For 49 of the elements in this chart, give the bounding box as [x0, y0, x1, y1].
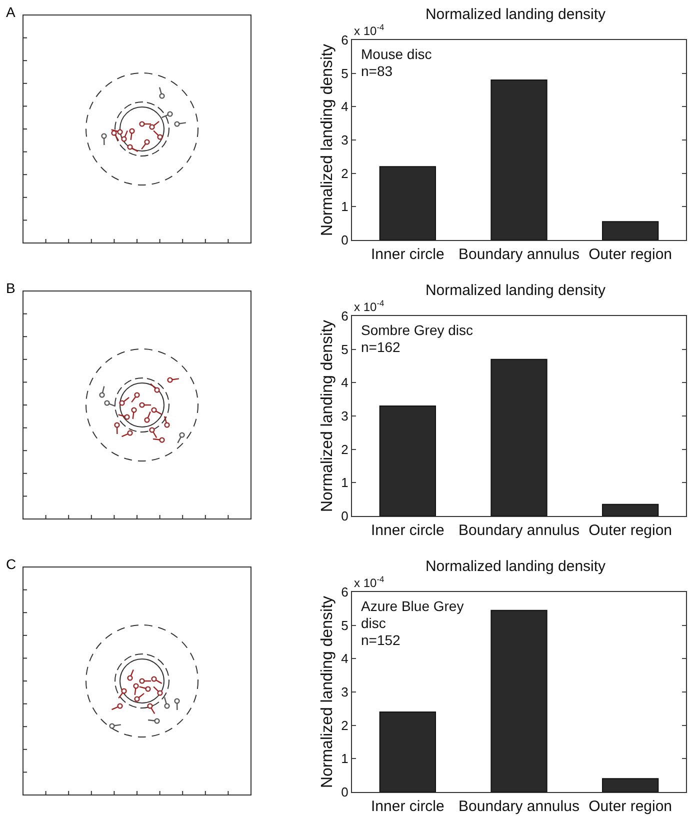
y-tick-label: 4 [341, 651, 348, 666]
y-tick-label: 5 [341, 618, 348, 633]
text: C [6, 556, 16, 572]
y-tick-label: 3 [341, 132, 348, 148]
y-tick-label: 1 [341, 751, 348, 766]
y-tick-label: 0 [341, 508, 348, 524]
y-tick-label: 5 [341, 342, 348, 357]
text: B [6, 280, 16, 296]
y-tick-label: 6 [341, 32, 348, 48]
x-tick-label: Outer region [588, 522, 672, 539]
y-axis-title: Normalized landing density [319, 320, 336, 512]
y-tick-label: 0 [341, 784, 348, 800]
annotation: Sombre Grey disc [361, 322, 474, 338]
chart-title: Normalized landing density [425, 558, 606, 575]
annotation: n=83 [361, 63, 393, 79]
text: x 10$^{-4}$ [354, 574, 384, 590]
annotation: n=152 [361, 632, 401, 648]
x-tick-label: Outer region [588, 246, 672, 263]
y-tick-label: 5 [341, 66, 348, 81]
x-tick-label: Boundary annulus [458, 798, 580, 815]
y-axis-title: Normalized landing density [319, 44, 336, 236]
y-tick-label: 3 [341, 684, 348, 700]
x-tick-label: Boundary annulus [458, 246, 580, 263]
text: x 10$^{-4}$ [354, 22, 384, 38]
y-tick-label: 1 [341, 199, 348, 214]
annotation: disc [361, 615, 386, 631]
y-tick-label: 3 [341, 408, 348, 424]
y-tick-label: 6 [341, 584, 348, 600]
x-tick-label: Boundary annulus [458, 522, 580, 539]
text: A [6, 4, 16, 20]
y-tick-label: 4 [341, 375, 348, 390]
y-tick-label: 4 [341, 99, 348, 114]
annotation: n=162 [361, 339, 401, 355]
chart-title: Normalized landing density [425, 282, 606, 299]
y-axis-title: Normalized landing density [319, 596, 336, 788]
y-tick-label: 2 [341, 718, 348, 733]
annotation: Mouse disc [361, 46, 432, 62]
chart-title: Normalized landing density [425, 6, 606, 23]
x-tick-label: Inner circle [370, 246, 444, 263]
annotation: Azure Blue Grey [361, 598, 464, 614]
y-tick-label: 0 [341, 232, 348, 248]
text: x 10$^{-4}$ [354, 298, 384, 314]
y-tick-label: 6 [341, 308, 348, 324]
y-tick-label: 1 [341, 475, 348, 490]
x-tick-label: Inner circle [370, 798, 444, 815]
x-tick-label: Inner circle [370, 522, 444, 539]
y-tick-label: 2 [341, 442, 348, 457]
x-tick-label: Outer region [588, 798, 672, 815]
y-tick-label: 2 [341, 166, 348, 181]
